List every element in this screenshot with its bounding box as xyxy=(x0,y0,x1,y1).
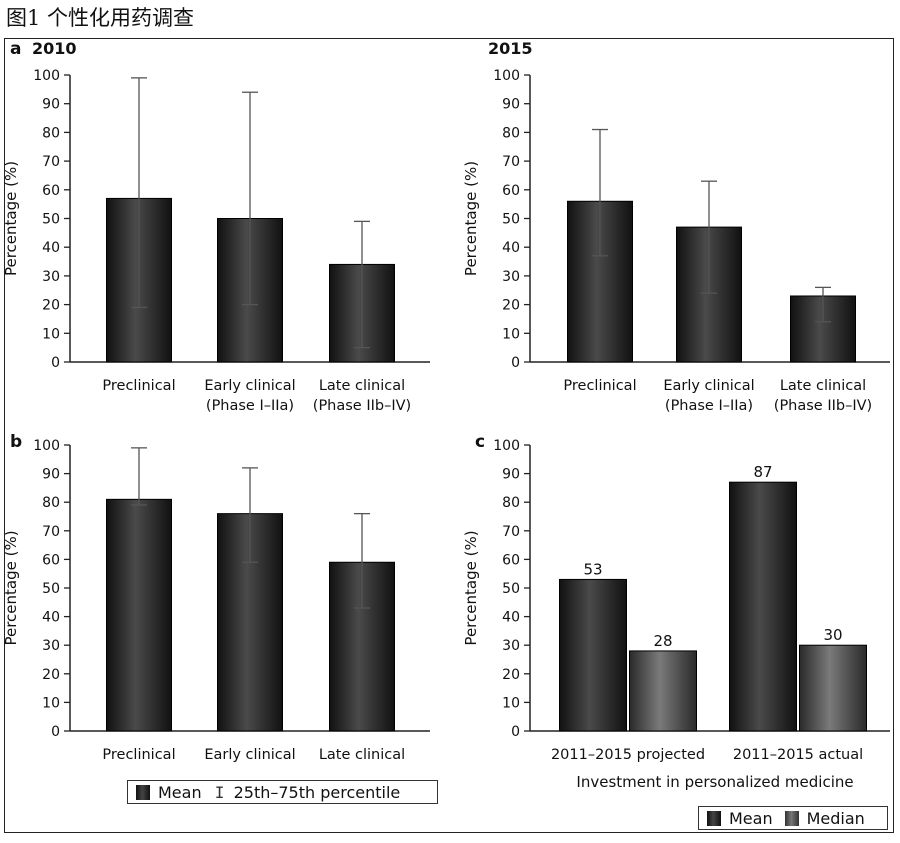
y-tick-label: 90 xyxy=(42,97,60,113)
y-tick-label: 80 xyxy=(42,125,60,141)
x-tick-label: (Phase I–IIa) xyxy=(206,398,294,414)
legend-mean-label: Mean xyxy=(729,808,773,828)
y-tick-label: 70 xyxy=(502,524,520,540)
y-tick-label: 10 xyxy=(42,695,60,711)
bar-mean xyxy=(676,226,742,363)
x-tick-label: Early clinical xyxy=(663,378,754,394)
y-tick-label: 10 xyxy=(502,695,520,711)
figure-title: 图1 个性化用药调查 xyxy=(6,6,195,30)
y-tick-label: 20 xyxy=(42,298,60,314)
y-tick-label: 100 xyxy=(33,438,60,454)
y-axis-label: Percentage (%) xyxy=(2,530,20,645)
x-tick-label: (Phase IIb–IV) xyxy=(313,398,411,414)
y-tick-label: 0 xyxy=(511,724,520,740)
legend-median-swatch xyxy=(784,810,799,826)
y-tick-label: 60 xyxy=(42,552,60,568)
x-axis-label: Investment in personalized medicine xyxy=(576,773,853,791)
y-tick-label: 60 xyxy=(502,183,520,199)
legend-mean-label: Mean xyxy=(158,782,202,802)
y-tick-label: 50 xyxy=(42,581,60,597)
y-tick-label: 70 xyxy=(42,524,60,540)
data-label: 30 xyxy=(823,626,842,644)
y-tick-label: 30 xyxy=(502,269,520,285)
y-tick-label: 40 xyxy=(502,610,520,626)
y-tick-label: 60 xyxy=(502,552,520,568)
bar-mean xyxy=(790,295,856,363)
panel-letter: c xyxy=(475,432,485,452)
bar-median xyxy=(799,644,867,732)
bar-mean xyxy=(106,498,172,732)
y-tick-label: 90 xyxy=(502,97,520,113)
x-tick-label: Early clinical xyxy=(204,747,295,763)
bar-mean xyxy=(729,481,797,732)
y-tick-label: 80 xyxy=(502,125,520,141)
y-tick-label: 30 xyxy=(42,269,60,285)
y-tick-label: 50 xyxy=(42,212,60,228)
legend-median-label: Median xyxy=(806,808,865,828)
legend-c: Mean Median xyxy=(698,806,888,830)
y-axis-label: Percentage (%) xyxy=(462,530,480,645)
y-tick-label: 50 xyxy=(502,212,520,228)
y-tick-label: 80 xyxy=(42,495,60,511)
y-axis-label: Percentage (%) xyxy=(462,161,480,276)
x-tick-label: Late clinical xyxy=(319,747,405,763)
legend-b: Mean I 25th–75th percentile xyxy=(127,780,438,804)
legend-mean-swatch xyxy=(707,810,721,826)
x-tick-label: Late clinical xyxy=(780,378,866,394)
y-tick-label: 0 xyxy=(51,724,60,740)
bar-median xyxy=(629,650,697,732)
y-tick-label: 40 xyxy=(42,610,60,626)
panel-title: 2010 xyxy=(32,39,77,58)
y-tick-label: 10 xyxy=(42,326,60,342)
x-tick-label: Late clinical xyxy=(319,378,405,394)
y-tick-label: 20 xyxy=(502,667,520,683)
y-tick-label: 40 xyxy=(42,240,60,256)
y-tick-label: 0 xyxy=(511,355,520,371)
legend-error-label: 25th–75th percentile xyxy=(233,782,401,802)
y-tick-label: 80 xyxy=(502,495,520,511)
y-tick-label: 20 xyxy=(502,298,520,314)
y-tick-label: 50 xyxy=(502,581,520,597)
x-tick-label: (Phase IIb–IV) xyxy=(774,398,872,414)
y-tick-label: 70 xyxy=(502,154,520,170)
y-tick-label: 90 xyxy=(502,467,520,483)
x-tick-label: (Phase I–IIa) xyxy=(665,398,753,414)
x-tick-label: Preclinical xyxy=(102,378,175,394)
x-tick-label: Preclinical xyxy=(563,378,636,394)
bar-mean xyxy=(559,578,627,732)
y-tick-label: 90 xyxy=(42,467,60,483)
x-tick-label: 2011–2015 projected xyxy=(551,747,705,763)
panel-title: 2015 xyxy=(488,39,533,58)
data-label: 87 xyxy=(753,463,772,481)
x-tick-label: Preclinical xyxy=(102,747,175,763)
y-tick-label: 100 xyxy=(493,68,520,84)
y-tick-label: 30 xyxy=(42,638,60,654)
data-label: 53 xyxy=(583,560,602,578)
data-label: 28 xyxy=(653,632,672,650)
y-tick-label: 30 xyxy=(502,638,520,654)
legend-error-bar-icon: I xyxy=(214,782,225,802)
y-tick-label: 100 xyxy=(493,438,520,454)
x-tick-label: Early clinical xyxy=(204,378,295,394)
y-tick-label: 60 xyxy=(42,183,60,199)
legend-mean-swatch xyxy=(136,784,150,800)
y-tick-label: 40 xyxy=(502,240,520,256)
x-tick-label: 2011–2015 actual xyxy=(733,747,863,763)
panel-letter: a xyxy=(10,39,21,59)
y-tick-label: 10 xyxy=(502,326,520,342)
y-axis-label: Percentage (%) xyxy=(2,161,20,276)
y-tick-label: 70 xyxy=(42,154,60,170)
panel-letter: b xyxy=(10,432,22,452)
y-tick-label: 20 xyxy=(42,667,60,683)
y-tick-label: 0 xyxy=(51,355,60,371)
figure-frame xyxy=(4,38,894,833)
y-tick-label: 100 xyxy=(33,68,60,84)
